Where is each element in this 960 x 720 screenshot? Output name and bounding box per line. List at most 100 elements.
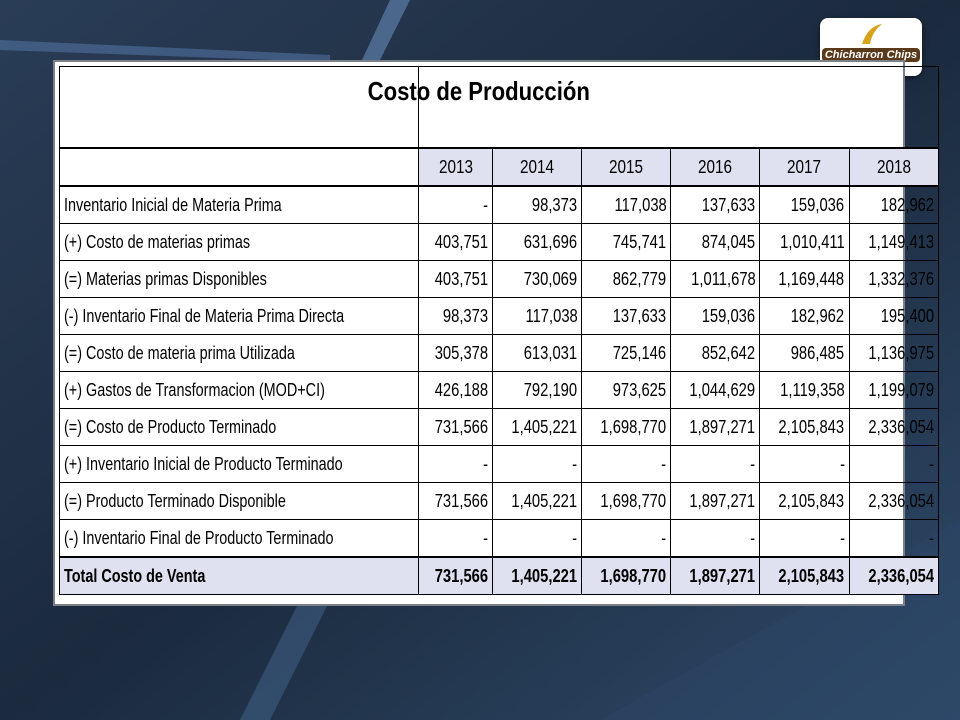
value-cell-text: 731,566	[434, 416, 489, 437]
row-label-text: (=) Costo de materia prima Utilizada	[64, 342, 295, 363]
header-cell	[58, 147, 420, 187]
value-cell-text: 1,897,271	[689, 416, 756, 437]
value-cell: 1,897,271	[670, 408, 761, 446]
value-cell: 2,336,054	[848, 482, 939, 520]
header-cell: 2018	[848, 147, 939, 187]
value-cell-text: -	[750, 453, 756, 474]
value-cell: 631,696	[492, 223, 583, 261]
row-label: Total Costo de Venta	[58, 556, 420, 595]
value-cell-text: 2,336,054	[867, 565, 934, 586]
value-cell-text: 730,069	[523, 268, 578, 289]
value-cell-text: 1,897,271	[689, 565, 756, 586]
value-cell: 403,751	[418, 223, 494, 261]
value-cell: 731,566	[418, 482, 494, 520]
table-row: (+) Gastos de Transformacion (MOD+CI) 426…	[58, 371, 939, 409]
value-cell: 613,031	[492, 334, 583, 372]
value-cell: 874,045	[670, 223, 761, 261]
value-cell-text: 725,146	[612, 342, 667, 363]
row-label: (=) Producto Terminado Disponible	[58, 482, 420, 520]
value-cell: -	[581, 519, 672, 558]
value-cell-text: 137,633	[612, 305, 667, 326]
value-cell-text: 1,405,221	[511, 416, 578, 437]
value-cell: 1,698,770	[581, 408, 672, 446]
value-cell-text: -	[483, 527, 489, 548]
value-cell-text: -	[483, 453, 489, 474]
table-row: (=) Costo de materia prima Utilizada 305,…	[58, 334, 939, 372]
value-cell-text: 1,136,975	[867, 342, 934, 363]
value-cell-text: 613,031	[523, 342, 578, 363]
row-label-text: (-) Inventario Final de Producto Termina…	[64, 527, 334, 548]
value-cell: 159,036	[670, 297, 761, 335]
value-cell-text: 2,105,843	[778, 416, 845, 437]
title-cell	[418, 66, 939, 148]
value-cell: 2,105,843	[759, 482, 850, 520]
value-cell: 305,378	[418, 334, 494, 372]
value-cell-text: 137,633	[702, 194, 756, 215]
value-cell-text: 1,011,678	[690, 268, 756, 289]
value-cell-text: 1,698,770	[600, 416, 667, 437]
value-cell-text: -	[572, 527, 578, 548]
header-row: 2013 2014 2015 2016 2017 2018	[58, 147, 939, 187]
value-cell: 195,400	[848, 297, 939, 335]
table-row: (-) Inventario Final de Producto Termina…	[58, 519, 939, 558]
value-cell-text: 1,010,411	[779, 231, 845, 252]
title-row	[58, 66, 939, 149]
value-cell-text: -	[661, 453, 667, 474]
value-cell: 2,336,054	[848, 556, 939, 595]
value-cell-text: 1,044,629	[689, 379, 756, 400]
value-cell-text: 986,485	[791, 342, 845, 363]
value-cell-text: 1,149,413	[867, 231, 934, 252]
value-cell: -	[492, 519, 583, 558]
value-cell-text: -	[839, 527, 845, 548]
value-cell-text: 98,373	[532, 194, 578, 215]
table-row: (=) Materias primas Disponibles 403,751 73…	[58, 260, 939, 298]
row-label-text: (=) Materias primas Disponibles	[64, 268, 267, 289]
value-cell-text: 1,698,770	[600, 490, 667, 511]
value-cell: 852,642	[670, 334, 761, 372]
value-cell: 182,962	[759, 297, 850, 335]
value-cell-text: -	[483, 194, 489, 215]
value-cell: 1,405,221	[492, 408, 583, 446]
value-cell-text: 852,642	[702, 342, 756, 363]
value-cell-text: 1,897,271	[689, 490, 756, 511]
value-cell: -	[670, 445, 761, 483]
header-cell: 2016	[670, 147, 761, 187]
value-cell: 98,373	[492, 185, 583, 224]
value-cell: 403,751	[418, 260, 494, 298]
header-cell-text: 2016	[698, 156, 733, 177]
value-cell-text: 426,188	[434, 379, 489, 400]
value-cell: -	[848, 519, 939, 558]
value-cell: 730,069	[492, 260, 583, 298]
value-cell: 1,010,411	[759, 223, 850, 261]
value-cell-text: 1,698,770	[600, 565, 667, 586]
value-cell: -	[492, 445, 583, 483]
header-cell-text: 2014	[520, 156, 555, 177]
table-row: Inventario Inicial de Materia Prima - 98,3…	[58, 185, 939, 224]
row-label-text: (-) Inventario Final de Materia Prima Di…	[64, 305, 345, 326]
header-cell-text: 2017	[787, 156, 822, 177]
value-cell: 117,038	[492, 297, 583, 335]
value-cell: 745,741	[581, 223, 672, 261]
value-cell-text: 2,336,054	[867, 490, 934, 511]
value-cell: 182,962	[848, 185, 939, 224]
value-cell: -	[670, 519, 761, 558]
row-label: (=) Materias primas Disponibles	[58, 260, 420, 298]
value-cell-text: 2,105,843	[778, 565, 845, 586]
value-cell-text: 874,045	[702, 231, 756, 252]
row-label: (=) Costo de Producto Terminado	[58, 408, 420, 446]
value-cell-text: -	[572, 453, 578, 474]
value-cell: 731,566	[418, 556, 494, 595]
value-cell: 1,136,975	[848, 334, 939, 372]
value-cell: 159,036	[759, 185, 850, 224]
value-cell-text: -	[928, 527, 934, 548]
table: 2013 2014 2015 2016 2017 2018 Inventario Inici…	[58, 66, 939, 595]
value-cell: 731,566	[418, 408, 494, 446]
value-cell-text: 862,779	[612, 268, 667, 289]
value-cell-text: 305,378	[434, 342, 489, 363]
value-cell-text: 403,751	[434, 231, 489, 252]
value-cell: 1,897,271	[670, 482, 761, 520]
table-card: Costo de Producción 2013 2014 2015 2016 2017…	[53, 60, 939, 606]
value-cell-text: 745,741	[612, 231, 667, 252]
value-cell: 137,633	[670, 185, 761, 224]
row-label-text: (=) Costo de Producto Terminado	[64, 416, 277, 437]
